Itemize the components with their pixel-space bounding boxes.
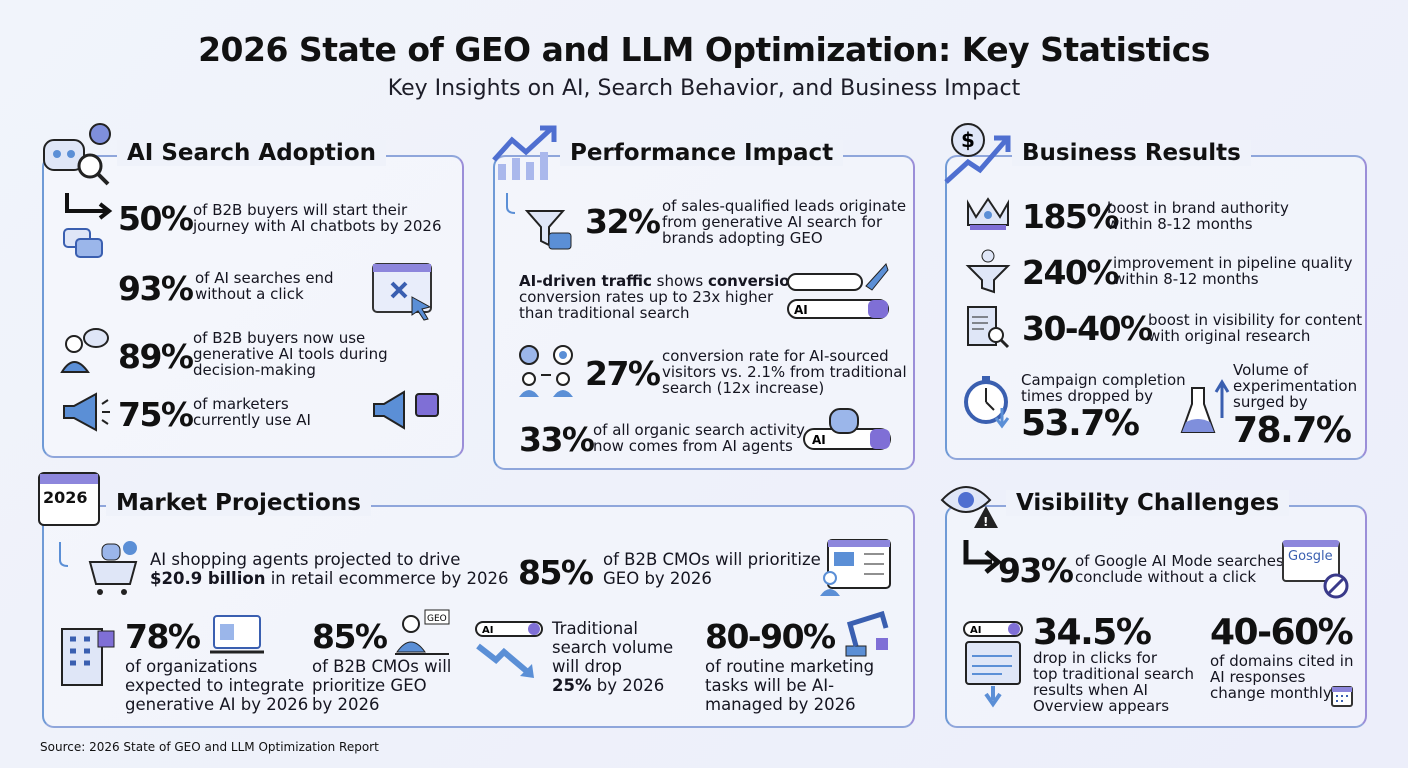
stat-text: conversion rate for AI-sourced visitors … xyxy=(662,347,907,397)
stat-value: 78.7% xyxy=(1233,410,1352,451)
dashboard-user-icon xyxy=(820,539,891,596)
chat-bubbles-icon xyxy=(63,193,113,258)
robot-search-icon: AI xyxy=(803,408,891,450)
stat-text: drop in clicks for top traditional searc… xyxy=(1033,649,1194,715)
stat-bold: $20.9 billion xyxy=(150,569,266,588)
stat-text: of AI searches end without a click xyxy=(195,269,334,303)
dollar-growth-icon: $ xyxy=(944,123,1011,184)
stat-text: of B2B buyers now use generative AI tool… xyxy=(193,329,388,379)
stat-bold: AI-driven traffic xyxy=(519,272,652,290)
down-right-arrow-icon xyxy=(963,540,1002,574)
person-brain-icon xyxy=(60,328,109,373)
stat-text: of all organic search activity now comes… xyxy=(593,421,805,455)
stat-value: 40-60% xyxy=(1210,612,1354,653)
stat-value: 27% xyxy=(585,354,661,393)
browser-cursor-x-icon xyxy=(372,263,432,321)
google-logo: Gosgle xyxy=(1288,549,1333,564)
robot-arm-icon xyxy=(845,610,889,657)
down-trend-arrow-icon: AI xyxy=(475,621,543,678)
svg-text:!: ! xyxy=(983,515,988,529)
stat-line1: AI shopping agents projected to drive xyxy=(150,550,461,569)
search-label: AI xyxy=(970,625,981,636)
stat-value: 185% xyxy=(1022,197,1119,236)
stat-text: improvement in pipeline quality within 8… xyxy=(1113,254,1353,288)
megaphone-icon xyxy=(63,392,110,432)
search-bar-rocket-icon: AI xyxy=(787,263,889,319)
stat-value: 89% xyxy=(118,337,194,376)
blocked-icon xyxy=(1323,573,1349,599)
stat-value: 50% xyxy=(118,199,194,238)
stat-value: 30-40% xyxy=(1022,309,1153,348)
money-funnel-icon xyxy=(965,249,1011,294)
users-target-icon xyxy=(519,345,573,397)
stat-value: 33% xyxy=(519,420,595,459)
source-note: Source: 2026 State of GEO and LLM Optimi… xyxy=(40,740,379,754)
crown-icon xyxy=(967,197,1009,230)
stat-text: Campaign completion times dropped by xyxy=(1021,371,1186,405)
stopwatch-down-icon xyxy=(964,376,1010,429)
stat-text: boost in brand authority within 8-12 mon… xyxy=(1107,199,1289,233)
megaphone-icon xyxy=(373,390,439,430)
stat-text: boost in visibility for content with ori… xyxy=(1148,311,1363,345)
stat-value: 78% xyxy=(125,617,201,656)
stat-bold: 25% xyxy=(552,676,592,695)
page-title: 2026 State of GEO and LLM Optimization: … xyxy=(198,30,1210,69)
search-label: AI xyxy=(812,433,826,447)
stat-text-lines: Traditional search volume will drop xyxy=(552,619,674,676)
robot-cart-icon xyxy=(59,541,138,595)
search-label: AI xyxy=(482,625,493,636)
stat-text-rest: conversion rates up to 23x higher than t… xyxy=(519,288,774,322)
stat-value: 240% xyxy=(1022,253,1119,292)
person-geo-icon: GEO xyxy=(395,609,450,655)
laptop-icon xyxy=(210,615,264,654)
page-subtitle: Key Insights on AI, Search Behavior, and… xyxy=(387,76,1021,101)
stat-text: of marketers currently use AI xyxy=(193,395,311,429)
stat-value: 93% xyxy=(998,551,1074,590)
stat-text: Volume of experimentation surged by xyxy=(1233,361,1358,411)
ai-overview-down-icon: AI xyxy=(963,621,1023,708)
stat-text: Traditional search volume will drop 25% b… xyxy=(552,619,673,695)
stat-value: 85% xyxy=(518,553,594,592)
stat-value: 32% xyxy=(585,202,661,241)
stat-value: 34.5% xyxy=(1033,612,1152,653)
stat-text-rest: by 2026 xyxy=(591,676,665,695)
stat-value: 53.7% xyxy=(1021,403,1140,444)
stat-text-mid: shows xyxy=(651,272,708,290)
calendar-2026-icon: 2026 xyxy=(38,472,100,526)
stat-text: of organizations expected to integrate g… xyxy=(125,657,309,714)
document-search-icon xyxy=(967,306,1010,349)
section-header: AI Search Adoption xyxy=(117,140,386,166)
ai-building-laptop-icon xyxy=(61,628,115,686)
stat-text: AI-driven traffic shows conversion conver… xyxy=(519,273,800,321)
section-header: Performance Impact xyxy=(560,140,844,166)
section-header: Visibility Challenges xyxy=(1006,490,1290,516)
eye-warning-icon: ! xyxy=(940,486,998,529)
ai-funnel-icon xyxy=(506,193,572,250)
stat-value: 93% xyxy=(118,269,194,308)
flask-up-icon xyxy=(1180,379,1230,433)
stat-bold: conversion xyxy=(707,272,801,290)
panel-market-projections xyxy=(42,505,915,728)
section-header: Market Projections xyxy=(106,490,371,516)
stat-value: 75% xyxy=(118,395,194,434)
calendar-label: 2026 xyxy=(43,488,88,507)
trend-chart-icon xyxy=(492,125,557,180)
stat-text: of sales-qualified leads originate from … xyxy=(662,197,907,247)
stat-text: of B2B CMOs will prioritize GEO by 2026 xyxy=(312,657,452,714)
section-header: Business Results xyxy=(1012,140,1251,166)
geo-badge: GEO xyxy=(427,614,447,624)
stat-value: 80-90% xyxy=(705,617,836,656)
stat-text: AI shopping agents projected to drive $20… xyxy=(150,550,509,588)
search-label: AI xyxy=(794,303,808,317)
stat-text: of Google AI Mode searches conclude with… xyxy=(1075,552,1284,586)
svg-text:$: $ xyxy=(961,128,975,152)
stat-text: of B2B CMOs will prioritize GEO by 2026 xyxy=(603,550,821,588)
calendar-icon xyxy=(1331,686,1353,707)
stat-text: of B2B buyers will start their journey w… xyxy=(193,201,442,235)
stat-value: 85% xyxy=(312,617,388,656)
stat-text: of domains cited in AI responses change … xyxy=(1210,652,1354,702)
stat-text: of routine marketing tasks will be AI- m… xyxy=(705,657,875,714)
stat-text-rest: in retail ecommerce by 2026 xyxy=(265,569,509,588)
robot-gear-search-icon xyxy=(43,123,111,186)
